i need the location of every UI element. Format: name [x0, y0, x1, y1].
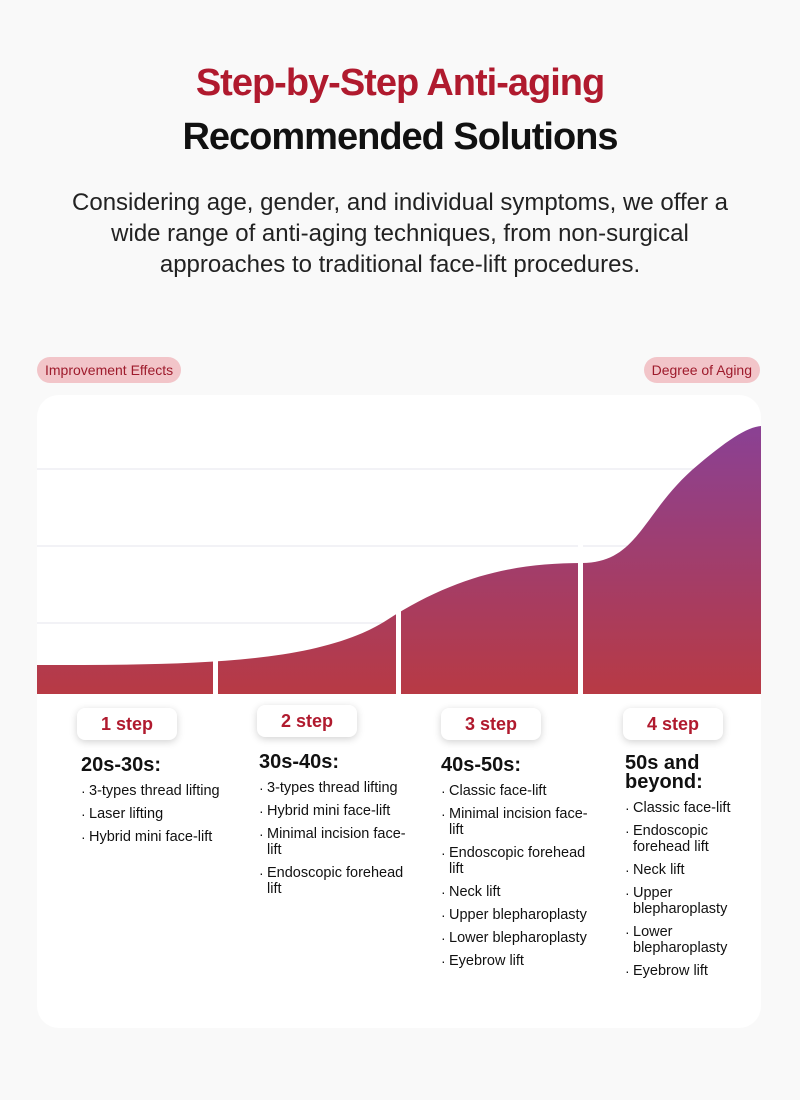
age-range: 20s-30s:: [81, 754, 162, 776]
title-line-2: Recommended Solutions: [182, 116, 618, 158]
procedure-item: Endoscopic forehead lift: [259, 865, 419, 897]
chart-card: 1 step 2 step 3 step 4 step 20s-30s: 3-t…: [37, 395, 761, 1028]
title-line-1: Step-by-Step Anti-aging: [195, 62, 605, 104]
intro-text: Considering age, gender, and individual …: [72, 189, 728, 278]
procedure-item: Endoscopic forehead lift: [441, 845, 601, 877]
procedure-item: Hybrid mini face-lift: [259, 803, 419, 819]
procedure-item: Eyebrow lift: [441, 953, 601, 969]
procedure-item: Endoscopic forehead lift: [625, 823, 755, 855]
age-range: 30s-40s:: [259, 751, 340, 773]
step-column-2: 30s-40s: 3-types thread lifting Hybrid m…: [259, 751, 419, 904]
aging-curve-chart: [37, 426, 761, 695]
step-divider: [396, 595, 401, 695]
procedure-item: 3-types thread lifting: [259, 780, 419, 796]
step-badge-2: 2 step: [257, 705, 357, 737]
procedure-item: Neck lift: [441, 884, 601, 900]
procedure-item: Minimal incision face-lift: [441, 806, 601, 838]
procedure-item: Upper blepharoplasty: [441, 907, 601, 923]
step-badge-1: 1 step: [77, 708, 177, 740]
procedure-item: Classic face-lift: [625, 800, 755, 816]
procedure-item: Upper blepharoplasty: [625, 885, 755, 917]
procedure-item: Laser lifting: [81, 806, 241, 822]
step-divider: [213, 635, 218, 695]
step-column-4: 50s and beyond: Classic face-lift Endosc…: [625, 752, 755, 986]
procedure-item: Eyebrow lift: [625, 963, 755, 979]
procedure-item: Lower blepharoplasty: [441, 930, 601, 946]
procedure-item: Hybrid mini face-lift: [81, 829, 241, 845]
step-badge-4: 4 step: [623, 708, 723, 740]
step-column-1: 20s-30s: 3-types thread lifting Laser li…: [81, 754, 241, 852]
procedure-item: Lower blepharoplasty: [625, 924, 755, 956]
chart-baseline: [37, 694, 761, 695]
x-axis-label: Degree of Aging: [643, 357, 760, 383]
procedure-item: Classic face-lift: [441, 783, 601, 799]
procedure-item: Minimal incision face-lift: [259, 826, 419, 858]
step-divider: [578, 545, 583, 695]
step-badge-3: 3 step: [441, 708, 541, 740]
y-axis-label: Improvement Effects: [37, 357, 182, 383]
procedure-item: 3-types thread lifting: [81, 783, 241, 799]
age-range: 50s and beyond:: [625, 752, 703, 793]
procedure-item: Neck lift: [625, 862, 755, 878]
step-column-3: 40s-50s: Classic face-lift Minimal incis…: [441, 754, 601, 976]
age-range: 40s-50s:: [441, 754, 522, 776]
